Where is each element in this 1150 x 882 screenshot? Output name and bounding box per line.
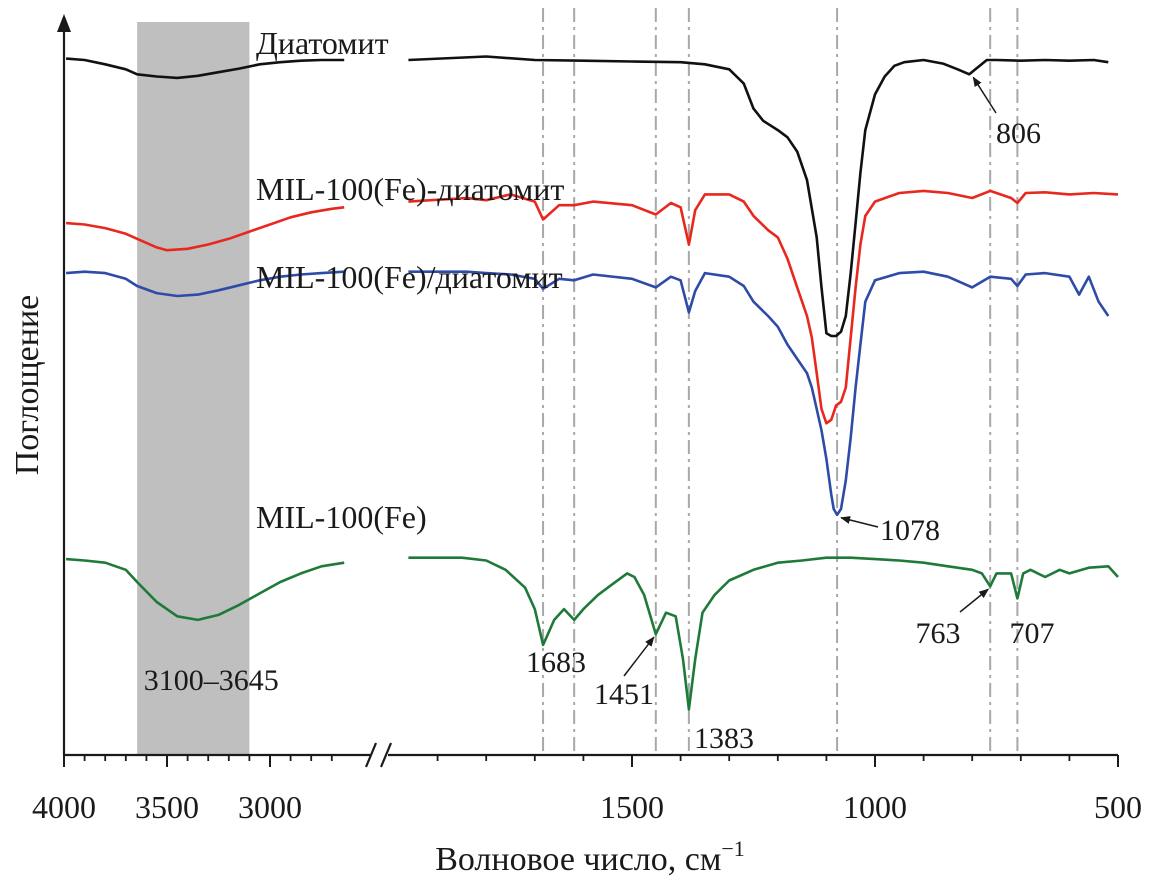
annotation-arrow <box>840 516 879 528</box>
y-axis-arrow <box>57 14 71 32</box>
annotation-arrow <box>972 76 997 114</box>
series-line-2-right <box>408 189 1119 425</box>
series-line-4-left <box>66 557 345 622</box>
series-line-1-right <box>408 55 1109 338</box>
y-axis-title: Поглощение <box>9 295 46 476</box>
series-label-3: MIL-100(Fe)/диатомит <box>256 259 563 295</box>
peak-label: 763 <box>916 617 961 650</box>
series-lines <box>66 55 1119 711</box>
series-label-1: Диатомит <box>256 25 389 61</box>
x-tick-label: 1500 <box>600 789 664 825</box>
axis-break-mark <box>379 742 393 768</box>
series-label-2: MIL-100(Fe)-диатомит <box>256 171 564 207</box>
peak-label: 1451 <box>594 678 654 711</box>
x-tick-label: 1000 <box>843 789 907 825</box>
peak-label: 806 <box>996 117 1041 150</box>
annotation-arrow <box>623 636 655 677</box>
series-line-2-left <box>66 206 345 252</box>
x-tick-label: 4000 <box>32 789 96 825</box>
series-label-4: MIL-100(Fe) <box>256 499 427 535</box>
x-tick-label: 3000 <box>238 789 302 825</box>
peak-label: 1383 <box>694 722 754 755</box>
x-tick-label: 500 <box>1094 789 1142 825</box>
x-tick-label: 3500 <box>135 789 199 825</box>
axes: 4000 3500 3000 1500 1000 500 <box>32 14 1142 825</box>
series-line-4-right <box>408 556 1119 711</box>
shaded-region-rect <box>137 22 250 755</box>
series-line-1-left <box>66 57 345 80</box>
series-line-3-right <box>408 270 1110 517</box>
peak-label: 1078 <box>880 514 940 547</box>
x-axis-title-unit-exponent: −1 <box>721 836 744 861</box>
peak-label: 707 <box>1010 617 1055 650</box>
x-axis-title: Волновое число, см−1 <box>435 836 745 878</box>
annotation-arrow <box>959 588 989 613</box>
series-line-3-left <box>66 270 345 298</box>
shaded-region: 3100–3645 <box>137 22 279 755</box>
shaded-region-label: 3100–3645 <box>144 664 279 697</box>
series-labels: Диатомит MIL-100(Fe)-диатомит MIL-100(Fe)/… <box>256 25 564 535</box>
axis-break-mark <box>364 742 378 768</box>
peak-label: 1683 <box>526 646 586 679</box>
x-axis-title-main: Волновое число, см <box>435 841 721 878</box>
